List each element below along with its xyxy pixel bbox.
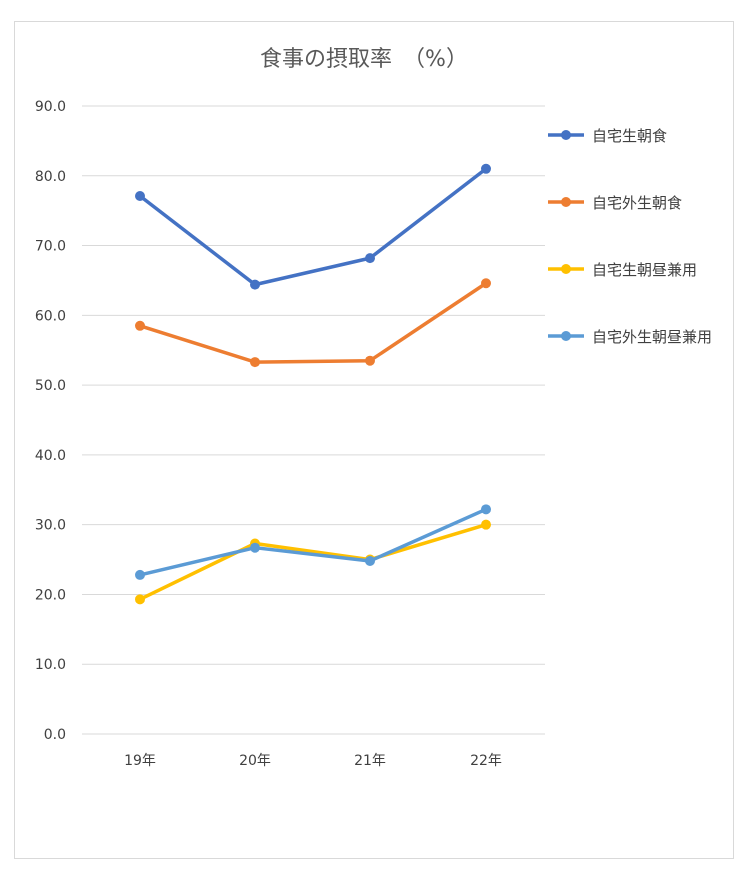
- data-point: [481, 504, 491, 515]
- y-tick-label: 20.0: [35, 587, 66, 603]
- x-tick-label: 22年: [470, 753, 502, 769]
- series-lines: [135, 163, 491, 605]
- series-1: [135, 163, 491, 290]
- y-tick-label: 50.0: [35, 378, 66, 394]
- data-point: [481, 278, 491, 289]
- legend-item: 自宅外生朝食: [548, 194, 682, 212]
- y-tick-label: 80.0: [35, 169, 66, 185]
- y-tick-label: 70.0: [35, 239, 66, 255]
- data-point: [135, 594, 145, 605]
- data-point: [250, 357, 260, 368]
- legend-swatch-marker: [561, 197, 571, 207]
- data-point: [250, 542, 260, 553]
- y-tick-label: 0.0: [44, 727, 66, 743]
- data-point: [481, 519, 491, 530]
- legend-label: 自宅外生朝食: [592, 194, 682, 212]
- legend-item: 自宅外生朝昼兼用: [548, 328, 712, 346]
- grid-lines: [82, 105, 545, 735]
- y-tick-label: 90.0: [35, 99, 66, 115]
- legend-label: 自宅外生朝昼兼用: [592, 328, 712, 346]
- y-axis-ticks: 0.0 10.0 20.0 30.0 40.0 50.0 60.0 70.0 80.0 90.0: [35, 99, 66, 743]
- series-line: [138, 167, 488, 287]
- x-tick-label: 21年: [354, 753, 386, 769]
- series-4: [135, 504, 491, 580]
- legend-label: 自宅生朝食: [592, 127, 667, 145]
- chart-title: 食事の摂取率 （%）: [260, 47, 468, 72]
- series-line: [139, 281, 487, 364]
- legend-item: 自宅生朝食: [548, 127, 667, 145]
- series-line: [139, 507, 487, 577]
- x-tick-label: 20年: [239, 753, 271, 769]
- legend-item: 自宅生朝昼兼用: [548, 261, 697, 279]
- x-tick-label: 19年: [124, 753, 156, 769]
- y-tick-label: 60.0: [35, 308, 66, 324]
- legend-swatch-marker: [561, 264, 571, 274]
- data-point: [365, 253, 375, 264]
- data-point: [365, 555, 375, 566]
- data-point: [365, 355, 375, 366]
- data-point: [135, 191, 145, 202]
- series-2: [135, 278, 491, 368]
- series-line: [139, 522, 487, 601]
- legend-label: 自宅生朝昼兼用: [592, 261, 697, 279]
- y-tick-label: 40.0: [35, 448, 66, 464]
- legend-swatch-marker: [561, 331, 571, 341]
- data-point: [135, 569, 145, 580]
- chart-frame: [14, 21, 734, 859]
- data-point: [135, 320, 145, 331]
- legend-swatch-marker: [561, 130, 571, 140]
- y-tick-label: 30.0: [35, 518, 66, 534]
- data-point: [250, 279, 260, 290]
- y-tick-label: 10.0: [35, 657, 66, 673]
- x-axis-ticks: 19年 20年 21年 22年: [124, 753, 502, 769]
- data-point: [481, 163, 491, 174]
